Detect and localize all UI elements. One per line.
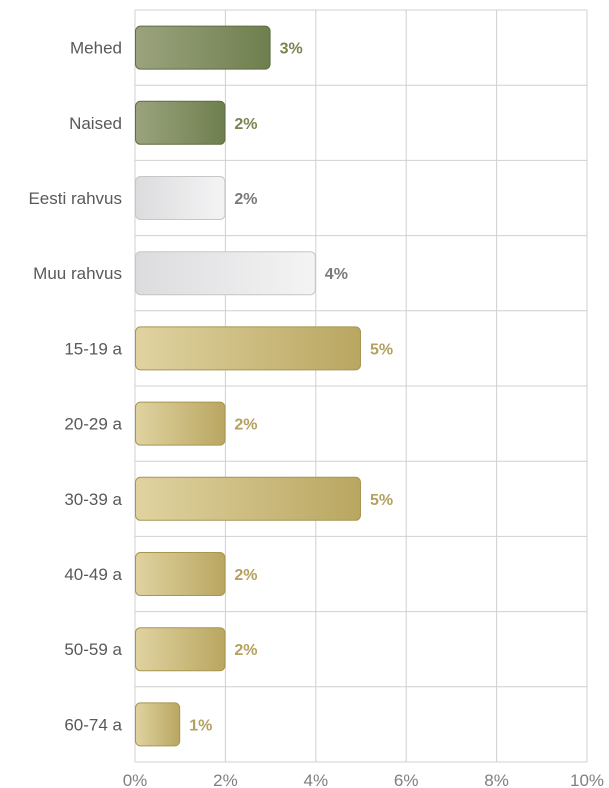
category-label: 60-74 a: [64, 715, 122, 734]
x-tick-label: 2%: [213, 771, 238, 788]
bar-9: [135, 702, 181, 747]
bar-6: [135, 476, 361, 521]
bar-4: [135, 326, 361, 371]
x-tick-label: 4%: [304, 771, 329, 788]
grid-lines: [134, 9, 588, 763]
data-label: 2%: [234, 116, 257, 133]
labels: 0% 2% 4% 6% 8% 10% Mehed 3% Naised 2% Eesti rahvus…: [28, 39, 604, 788]
bar-0: [135, 25, 271, 70]
category-label: 50-59 a: [64, 640, 122, 659]
bar-3: [135, 251, 316, 296]
data-label: 1%: [189, 717, 212, 734]
category-label: Mehed: [70, 39, 122, 58]
data-label: 3%: [280, 41, 303, 58]
x-tick-label: 8%: [484, 771, 509, 788]
category-label: 40-49 a: [64, 565, 122, 584]
category-label: 30-39 a: [64, 490, 122, 509]
data-label: 2%: [234, 417, 257, 434]
data-label: 4%: [325, 266, 348, 283]
data-label: 2%: [234, 191, 257, 208]
bars: [135, 25, 361, 747]
bar-8: [135, 627, 226, 672]
bar-5: [135, 401, 226, 446]
category-label: Eesti rahvus: [28, 189, 122, 208]
data-label: 5%: [370, 492, 393, 509]
x-tick-label: 10%: [570, 771, 604, 788]
data-label: 2%: [234, 567, 257, 584]
data-label: 2%: [234, 642, 257, 659]
bar-2: [135, 176, 226, 220]
category-label: 15-19 a: [64, 339, 122, 358]
x-tick-label: 0%: [123, 771, 148, 788]
category-label: 20-29 a: [64, 415, 122, 434]
bar-7: [135, 552, 226, 596]
x-tick-label: 6%: [394, 771, 419, 788]
data-label: 5%: [370, 341, 393, 358]
bar-1: [135, 100, 226, 145]
category-label: Muu rahvus: [33, 264, 122, 283]
category-label: Naised: [69, 114, 122, 133]
